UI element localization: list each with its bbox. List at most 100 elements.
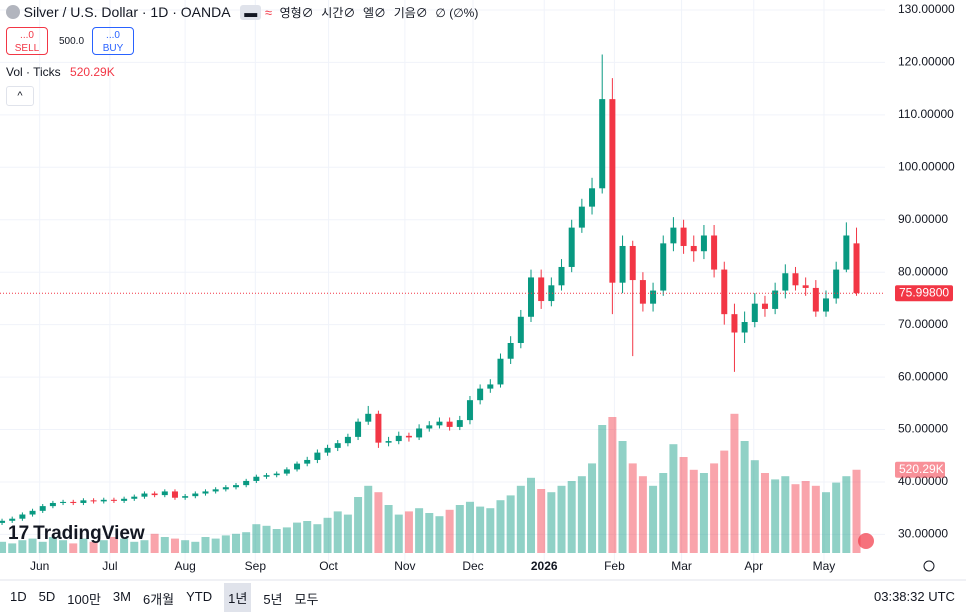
volume-bar xyxy=(486,508,495,553)
candle-body xyxy=(700,235,707,252)
candle-body xyxy=(344,436,351,444)
candle-body xyxy=(375,413,382,443)
candle-body xyxy=(772,290,779,309)
candle-body xyxy=(741,322,748,333)
range-button[interactable]: 모두 xyxy=(294,592,319,607)
candle-body xyxy=(314,452,321,460)
candle-body xyxy=(517,316,524,344)
candle-body xyxy=(660,243,667,291)
candle-body xyxy=(761,303,768,309)
y-tick-label: 100.00000 xyxy=(898,159,955,173)
range-button[interactable]: 1D xyxy=(10,589,27,604)
range-button[interactable]: 3M xyxy=(112,589,131,604)
x-tick-label: Dec xyxy=(462,559,483,573)
candle-body xyxy=(548,285,555,302)
volume-bar xyxy=(323,517,332,553)
y-tick-label: 120.00000 xyxy=(898,55,955,69)
candle-body xyxy=(711,235,718,270)
volume-bar xyxy=(99,540,108,553)
candle-body xyxy=(731,314,738,333)
volume-bar xyxy=(170,538,179,553)
volume-bar xyxy=(282,527,291,553)
buy-button[interactable]: ...0 BUY xyxy=(92,27,134,55)
candle-body xyxy=(90,500,97,502)
volume-bar xyxy=(252,524,261,553)
range-button[interactable]: 1년 xyxy=(224,583,252,612)
volume-bar xyxy=(435,516,444,553)
volume-bar xyxy=(404,511,413,553)
candle-body xyxy=(680,227,687,246)
candle-body xyxy=(131,496,138,499)
volume-bar xyxy=(669,444,678,553)
volume-bar xyxy=(750,460,759,553)
candle-body xyxy=(222,487,229,490)
candle-body xyxy=(161,491,168,496)
candle-body xyxy=(70,501,77,503)
collapse-button[interactable]: ▬ xyxy=(240,5,262,20)
volume-bar xyxy=(822,492,830,553)
volume-bar xyxy=(211,538,220,553)
candle-body xyxy=(273,473,280,476)
candle-body xyxy=(324,447,331,453)
buy-label: BUY xyxy=(102,43,124,54)
sell-label: SELL xyxy=(14,43,40,54)
candle-body xyxy=(60,501,67,503)
sell-button[interactable]: ...0 SELL xyxy=(6,27,48,55)
volume-bar xyxy=(38,541,47,553)
volume-bar xyxy=(832,482,841,553)
sell-price: ...0 xyxy=(20,30,34,41)
collapse-toggle[interactable]: ^ xyxy=(6,86,34,106)
candle-body xyxy=(39,506,46,511)
candle-body xyxy=(141,493,148,497)
volume-bar xyxy=(262,525,271,553)
volume-bar xyxy=(374,492,383,553)
volume-bar xyxy=(516,485,525,553)
candle-body xyxy=(283,469,290,474)
volume-bar xyxy=(69,543,78,553)
x-tick-label: Apr xyxy=(744,559,763,573)
candle-body xyxy=(121,498,128,501)
volume-bar xyxy=(791,484,800,553)
ohlc-open: 영형∅ xyxy=(279,6,314,20)
volume-bar xyxy=(232,533,240,553)
volume-bar xyxy=(221,535,230,553)
volume-bar xyxy=(89,541,98,553)
volume-bar xyxy=(699,473,708,553)
symbol-icon xyxy=(6,5,20,19)
range-button[interactable]: YTD xyxy=(186,589,213,604)
candle-body xyxy=(812,287,819,312)
candle-body xyxy=(690,245,697,252)
range-button[interactable]: 5D xyxy=(38,589,56,604)
candle-body xyxy=(853,243,860,294)
volume-bar xyxy=(333,511,342,553)
clock: 03:38:32 UTC xyxy=(874,589,955,604)
candle-body xyxy=(538,277,545,302)
volume-bar xyxy=(689,469,698,553)
volume-bar xyxy=(28,538,37,553)
ohlc-change: ∅ (∅%) xyxy=(435,6,479,20)
candle-body xyxy=(833,269,840,299)
range-button[interactable]: 100만 xyxy=(67,592,101,607)
candle-body xyxy=(100,499,107,502)
x-tick-label: Feb xyxy=(604,559,625,573)
volume-bar xyxy=(608,417,617,553)
candle-body xyxy=(416,428,423,438)
volume-bar xyxy=(476,506,485,553)
ohlc-low: 엘∅ xyxy=(363,6,387,20)
volume-bar xyxy=(181,540,190,553)
candle-body xyxy=(507,343,514,359)
range-button[interactable]: 5년 xyxy=(263,592,283,607)
candle-body xyxy=(609,99,616,283)
range-button[interactable]: 6개월 xyxy=(142,592,175,607)
volume-bar xyxy=(0,541,7,553)
candle-body xyxy=(355,421,362,437)
x-tick-label: Mar xyxy=(671,559,692,573)
volume-bar xyxy=(120,538,129,553)
candle-body xyxy=(49,502,56,507)
volume-bar xyxy=(760,473,769,553)
settings-icon xyxy=(923,560,935,572)
candle-body xyxy=(80,500,87,503)
volume-bar xyxy=(527,477,535,553)
candle-body xyxy=(578,206,585,228)
